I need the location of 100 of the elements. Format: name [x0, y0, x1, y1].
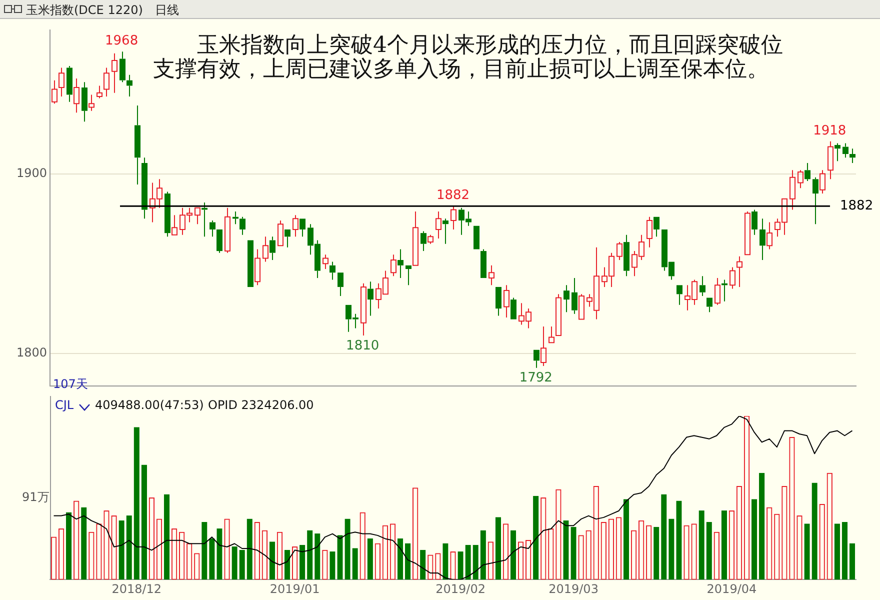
candlestick: [240, 216, 246, 236]
candlestick: [646, 216, 652, 248]
text: CJL: [55, 398, 74, 412]
annotation: 1810: [346, 338, 380, 354]
candlestick: [398, 248, 404, 278]
candlestick: [134, 104, 140, 186]
candlestick: [194, 207, 200, 225]
x-tick-label: 2019/01: [270, 582, 320, 596]
candlestick: [270, 236, 276, 261]
text: 91万: [22, 489, 50, 506]
candlestick: [142, 157, 148, 220]
candlestick: [254, 248, 260, 286]
candlestick: [436, 210, 442, 239]
candlestick: [104, 67, 110, 97]
bar: [239, 550, 245, 580]
candlestick: [82, 82, 88, 122]
bar: [510, 530, 516, 580]
candlestick: [730, 266, 736, 290]
bar: [751, 499, 758, 580]
chart-title: 玉米指数(DCE 1220): [26, 2, 143, 19]
candlestick: [700, 276, 706, 296]
bar: [472, 544, 478, 580]
bar: [759, 472, 765, 580]
candlestick: [676, 285, 682, 306]
bar: [812, 482, 818, 580]
candlestick: [736, 256, 742, 288]
candlestick: [126, 74, 132, 97]
candlestick: [540, 326, 546, 367]
x-tick-label: 2019/02: [436, 582, 486, 596]
candlestick: [510, 297, 516, 320]
candlestick: [850, 148, 856, 164]
bar: [563, 520, 569, 580]
bar: [66, 512, 72, 580]
bar: [367, 538, 373, 580]
candlestick: [804, 162, 810, 182]
bar: [284, 550, 290, 580]
candlestick: [420, 230, 426, 252]
candlestick: [172, 214, 178, 236]
candlestick: [572, 277, 578, 314]
candlestick: [120, 51, 126, 83]
bar: [804, 524, 810, 580]
candlestick: [496, 286, 502, 316]
candlestick: [450, 206, 456, 230]
candlestick: [164, 191, 170, 238]
candlestick: [654, 216, 660, 238]
bar: [668, 518, 674, 580]
candlestick: [828, 140, 834, 180]
candlestick: [766, 222, 772, 250]
candlestick: [112, 52, 118, 94]
bar: [164, 494, 170, 580]
candlestick: [842, 142, 848, 158]
bar: [404, 543, 411, 580]
candlestick: [88, 94, 94, 112]
bar: [676, 500, 682, 580]
candlestick: [442, 218, 448, 244]
bar: [849, 543, 856, 580]
candlestick: [58, 67, 64, 97]
bar: [661, 494, 667, 580]
y-tick-label: 1800: [16, 346, 47, 360]
annotation: 玉米指数向上突破4个月以来形成的压力位，而且回踩突破位支撑有效，上周已建议多单入场，目前止损可以上调至保本位。: [153, 33, 784, 82]
candlestick: [216, 229, 222, 254]
bar: [300, 544, 306, 580]
bar: [330, 551, 336, 580]
candlestick: [262, 236, 268, 262]
candlestick: [52, 80, 58, 104]
bar: [307, 530, 313, 580]
bar: [118, 520, 124, 580]
x-tick-label: 2018/12: [112, 582, 162, 596]
candlestick: [338, 272, 344, 296]
bar: [81, 507, 87, 580]
bar: [337, 535, 343, 580]
bar: [314, 533, 320, 580]
candlestick: [488, 264, 494, 286]
bar: [480, 530, 486, 580]
bar: [420, 550, 426, 580]
candlestick: [292, 214, 298, 238]
bar: [344, 518, 350, 580]
candlestick: [834, 142, 840, 162]
candlestick: [798, 170, 804, 189]
bar: [570, 526, 576, 580]
candlestick: [480, 248, 486, 278]
bar: [126, 515, 132, 580]
bar: [842, 522, 848, 580]
candlestick: [504, 284, 510, 318]
x-tick-label: 2019/04: [706, 582, 757, 596]
candlestick: [534, 350, 540, 368]
bar: [721, 510, 728, 580]
bar: [834, 524, 840, 580]
bar: [465, 544, 471, 580]
annotation: 1882: [436, 188, 470, 203]
x-tick-label: 2019/03: [548, 582, 598, 596]
candlestick: [66, 65, 72, 102]
candlestick: [74, 78, 80, 114]
bar: [397, 538, 404, 580]
candlestick: [624, 234, 630, 277]
bar: [706, 522, 712, 580]
candlestick: [210, 220, 216, 238]
candlestick: [706, 298, 712, 313]
bar: [141, 464, 147, 580]
bar: [209, 538, 215, 580]
